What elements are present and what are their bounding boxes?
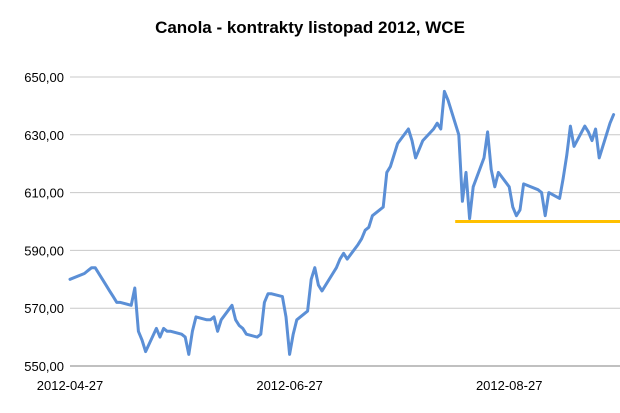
y-tick-label: 590,00 xyxy=(24,243,64,258)
series-group xyxy=(68,89,616,356)
price-series-line xyxy=(68,89,616,356)
y-tick-label: 610,00 xyxy=(24,186,64,201)
y-tick-label: 650,00 xyxy=(24,70,64,85)
y-tick-label: 550,00 xyxy=(24,359,64,374)
chart-title: Canola - kontrakty listopad 2012, WCE xyxy=(155,18,465,37)
y-tick-label: 630,00 xyxy=(24,128,64,143)
x-tick-label: 2012-04-27 xyxy=(37,378,104,393)
x-axis-ticks: 2012-04-27 2012-06-27 2012-08-27 xyxy=(37,378,543,393)
x-tick-label: 2012-08-27 xyxy=(476,378,543,393)
gridlines xyxy=(70,76,620,309)
y-tick-label: 570,00 xyxy=(24,301,64,316)
x-tick-label: 2012-06-27 xyxy=(256,378,323,393)
y-axis-ticks: 550,00 570,00 590,00 610,00 630,00 650,00 xyxy=(24,70,64,374)
